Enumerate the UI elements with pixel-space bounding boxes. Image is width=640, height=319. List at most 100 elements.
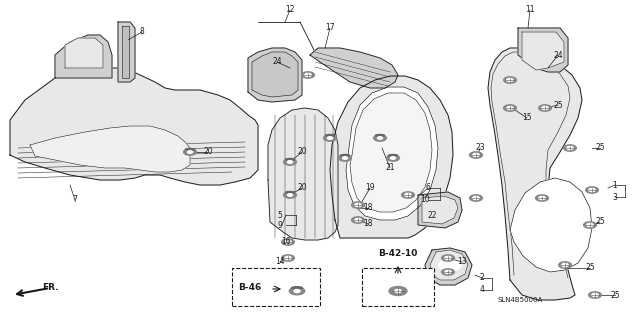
- Circle shape: [342, 157, 348, 159]
- Circle shape: [351, 202, 364, 208]
- Text: B-46: B-46: [238, 283, 262, 292]
- Circle shape: [301, 72, 314, 78]
- Circle shape: [405, 193, 412, 197]
- Circle shape: [504, 105, 516, 111]
- Circle shape: [351, 217, 364, 223]
- Bar: [362, 268, 434, 306]
- Circle shape: [390, 157, 396, 159]
- Text: 24: 24: [272, 57, 282, 66]
- Circle shape: [539, 197, 545, 200]
- Text: 7: 7: [72, 196, 77, 204]
- Text: 9: 9: [278, 220, 282, 229]
- Circle shape: [285, 256, 291, 260]
- Text: 4: 4: [479, 286, 484, 294]
- Circle shape: [559, 262, 572, 268]
- Text: 25: 25: [585, 263, 595, 272]
- Circle shape: [542, 107, 548, 110]
- Circle shape: [282, 239, 294, 245]
- Text: 6: 6: [426, 183, 431, 192]
- Text: 16: 16: [281, 238, 291, 247]
- Circle shape: [282, 255, 294, 261]
- Circle shape: [339, 155, 351, 161]
- Circle shape: [442, 269, 454, 275]
- Text: 22: 22: [428, 211, 436, 219]
- Text: 5: 5: [278, 211, 282, 219]
- Text: 18: 18: [364, 219, 372, 228]
- Bar: [232, 268, 320, 306]
- Text: 13: 13: [457, 257, 467, 266]
- Circle shape: [587, 223, 593, 226]
- Polygon shape: [65, 38, 103, 68]
- Circle shape: [562, 263, 568, 267]
- Text: 1: 1: [612, 181, 618, 189]
- Text: 23: 23: [475, 144, 485, 152]
- Polygon shape: [252, 52, 298, 97]
- Circle shape: [584, 222, 596, 228]
- Circle shape: [442, 255, 454, 261]
- Polygon shape: [122, 26, 129, 78]
- Polygon shape: [10, 68, 258, 185]
- Polygon shape: [430, 250, 468, 280]
- Circle shape: [287, 161, 292, 163]
- Polygon shape: [330, 76, 453, 238]
- Circle shape: [284, 159, 296, 165]
- Text: 10: 10: [420, 196, 430, 204]
- Circle shape: [374, 135, 387, 141]
- Circle shape: [188, 151, 193, 153]
- Circle shape: [470, 152, 483, 158]
- Circle shape: [355, 204, 361, 207]
- Polygon shape: [268, 108, 338, 240]
- Polygon shape: [248, 48, 302, 102]
- Ellipse shape: [388, 154, 397, 156]
- Text: B-42-10: B-42-10: [378, 249, 418, 258]
- Circle shape: [284, 192, 296, 198]
- Text: 19: 19: [365, 183, 375, 192]
- Text: SLN4B5000A: SLN4B5000A: [497, 297, 543, 303]
- Polygon shape: [346, 87, 438, 220]
- Polygon shape: [55, 35, 112, 78]
- Polygon shape: [425, 248, 472, 285]
- Text: 25: 25: [553, 100, 563, 109]
- Circle shape: [395, 289, 401, 293]
- Circle shape: [438, 259, 461, 271]
- Ellipse shape: [326, 135, 335, 137]
- Circle shape: [504, 77, 516, 83]
- Circle shape: [287, 194, 292, 196]
- Circle shape: [285, 241, 291, 244]
- Polygon shape: [118, 22, 135, 82]
- Ellipse shape: [376, 135, 385, 137]
- Circle shape: [402, 192, 415, 198]
- Circle shape: [328, 137, 333, 139]
- Text: 21: 21: [385, 164, 395, 173]
- Circle shape: [586, 187, 598, 193]
- Text: 2: 2: [479, 273, 484, 283]
- Circle shape: [507, 78, 513, 82]
- Circle shape: [589, 292, 602, 298]
- Circle shape: [289, 287, 305, 295]
- Circle shape: [567, 146, 573, 150]
- Ellipse shape: [340, 154, 349, 156]
- Polygon shape: [522, 32, 564, 70]
- Text: 18: 18: [364, 204, 372, 212]
- Circle shape: [564, 145, 577, 151]
- Polygon shape: [418, 192, 462, 228]
- Circle shape: [294, 289, 300, 293]
- Polygon shape: [488, 48, 582, 300]
- Polygon shape: [518, 28, 568, 72]
- Text: 25: 25: [595, 144, 605, 152]
- Circle shape: [536, 195, 548, 201]
- Text: 20: 20: [203, 147, 213, 157]
- Text: 17: 17: [325, 24, 335, 33]
- Text: 25: 25: [610, 291, 620, 300]
- Circle shape: [473, 197, 479, 200]
- Text: 25: 25: [595, 218, 605, 226]
- Polygon shape: [350, 93, 432, 212]
- Ellipse shape: [186, 148, 195, 150]
- Circle shape: [470, 195, 483, 201]
- Circle shape: [389, 286, 407, 295]
- Text: 24: 24: [553, 50, 563, 60]
- Circle shape: [378, 137, 383, 139]
- Circle shape: [305, 73, 311, 77]
- Text: 11: 11: [525, 5, 535, 14]
- Circle shape: [539, 105, 552, 111]
